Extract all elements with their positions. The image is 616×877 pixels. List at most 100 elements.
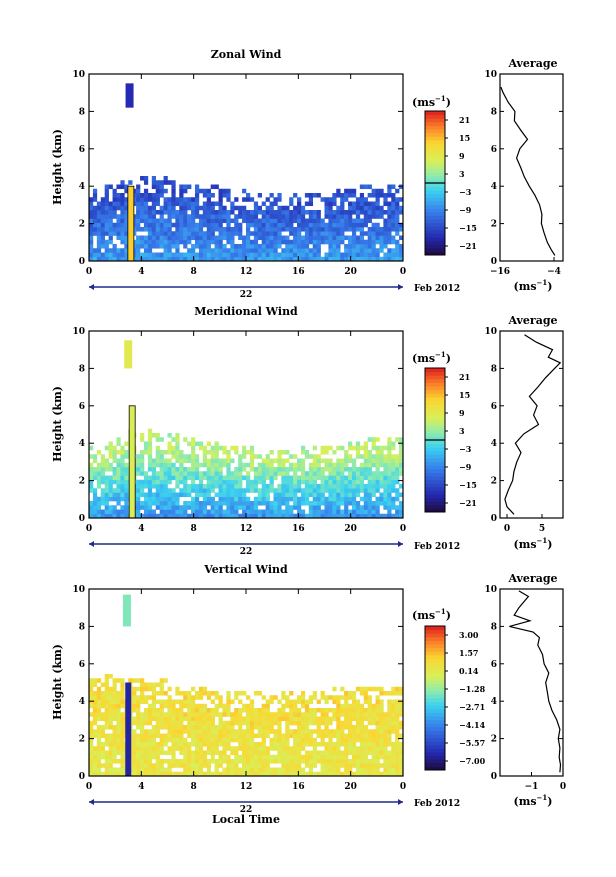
data-cell	[167, 197, 172, 202]
data-cell	[363, 488, 368, 493]
data-cell	[136, 763, 141, 768]
data-cell	[100, 222, 105, 228]
data-cell	[108, 484, 113, 489]
data-cell	[355, 501, 361, 506]
data-cell	[324, 214, 329, 219]
data-cell	[304, 729, 310, 734]
data-cell	[328, 479, 333, 485]
data-cell	[332, 244, 337, 249]
data-cell	[371, 720, 376, 726]
data-cell	[132, 218, 137, 224]
data-cell	[363, 244, 368, 249]
data-cell	[108, 218, 113, 224]
data-cell	[297, 695, 302, 700]
data-cell	[179, 479, 184, 485]
data-cell	[155, 180, 160, 185]
data-cell	[332, 475, 337, 481]
data-cell	[316, 218, 321, 224]
data-cell	[100, 513, 105, 519]
data-cell	[167, 699, 172, 705]
profile-x-tick-label: −16	[490, 267, 510, 277]
data-cell	[136, 712, 141, 717]
data-cell	[348, 248, 353, 253]
data-cell	[124, 462, 129, 468]
data-cell	[147, 492, 153, 498]
data-cell	[183, 742, 188, 747]
data-cell	[104, 509, 109, 515]
data-cell	[246, 505, 251, 510]
data-cell	[198, 222, 204, 228]
data-cell	[367, 475, 372, 481]
unit-exp: −1	[537, 793, 548, 802]
data-cell	[222, 210, 227, 215]
data-cell	[351, 227, 357, 232]
data-cell	[269, 479, 274, 485]
data-cell	[116, 733, 121, 739]
data-cell	[222, 252, 227, 258]
data-cell	[96, 475, 102, 481]
data-cell	[399, 462, 404, 468]
data-cell	[340, 252, 345, 258]
data-cell	[167, 458, 172, 464]
unit-base: (ms	[513, 795, 536, 808]
data-cell	[214, 737, 219, 743]
data-cell	[151, 475, 157, 481]
data-cell	[246, 703, 251, 709]
colorbar-segment	[425, 175, 445, 180]
data-cell	[391, 227, 396, 232]
data-cell	[395, 733, 400, 739]
data-cell	[363, 691, 368, 696]
data-cell	[163, 759, 168, 764]
data-cell	[391, 222, 396, 228]
data-cell	[179, 763, 184, 768]
data-cell	[375, 496, 380, 502]
data-cell	[159, 210, 164, 215]
data-cell	[147, 479, 153, 485]
data-cell	[359, 252, 365, 258]
data-cell	[387, 763, 392, 768]
data-cell	[246, 471, 251, 476]
data-cell	[293, 729, 298, 734]
data-cell	[136, 479, 141, 485]
data-cell	[395, 496, 400, 502]
data-cell	[198, 475, 204, 481]
data-cell	[171, 716, 176, 722]
data-cell	[191, 197, 196, 202]
data-cell	[155, 725, 160, 730]
data-cell	[218, 712, 223, 717]
y-tick-label: 4	[79, 439, 85, 449]
colorbar-segment	[425, 237, 445, 242]
data-cell	[261, 754, 266, 760]
data-cell	[265, 252, 270, 258]
data-cell	[395, 703, 400, 709]
data-cell	[387, 742, 392, 747]
data-cell	[297, 197, 302, 202]
data-cell	[351, 248, 357, 253]
data-cell	[320, 742, 325, 747]
data-cell	[253, 771, 259, 777]
data-cell	[187, 205, 192, 211]
data-cell	[324, 479, 329, 485]
data-cell	[269, 505, 274, 510]
data-cell	[316, 475, 321, 481]
data-cell	[391, 703, 396, 709]
unit-base: (ms	[412, 352, 435, 365]
data-cell	[191, 712, 196, 717]
data-cell	[316, 720, 321, 726]
data-cell	[159, 682, 164, 688]
data-cell	[112, 471, 117, 476]
data-cell	[395, 492, 400, 498]
colorbar-tick-label: −4.14	[459, 720, 486, 730]
data-cell	[100, 746, 105, 751]
data-cell	[308, 488, 314, 493]
data-cell	[269, 767, 274, 773]
data-cell	[147, 441, 153, 447]
data-cell	[171, 184, 176, 190]
data-cell	[355, 754, 361, 760]
data-cell	[387, 708, 392, 713]
data-cell	[206, 205, 211, 211]
data-cell	[281, 256, 286, 262]
data-cell	[391, 201, 396, 207]
data-cell	[132, 759, 137, 764]
data-cell	[230, 445, 235, 451]
